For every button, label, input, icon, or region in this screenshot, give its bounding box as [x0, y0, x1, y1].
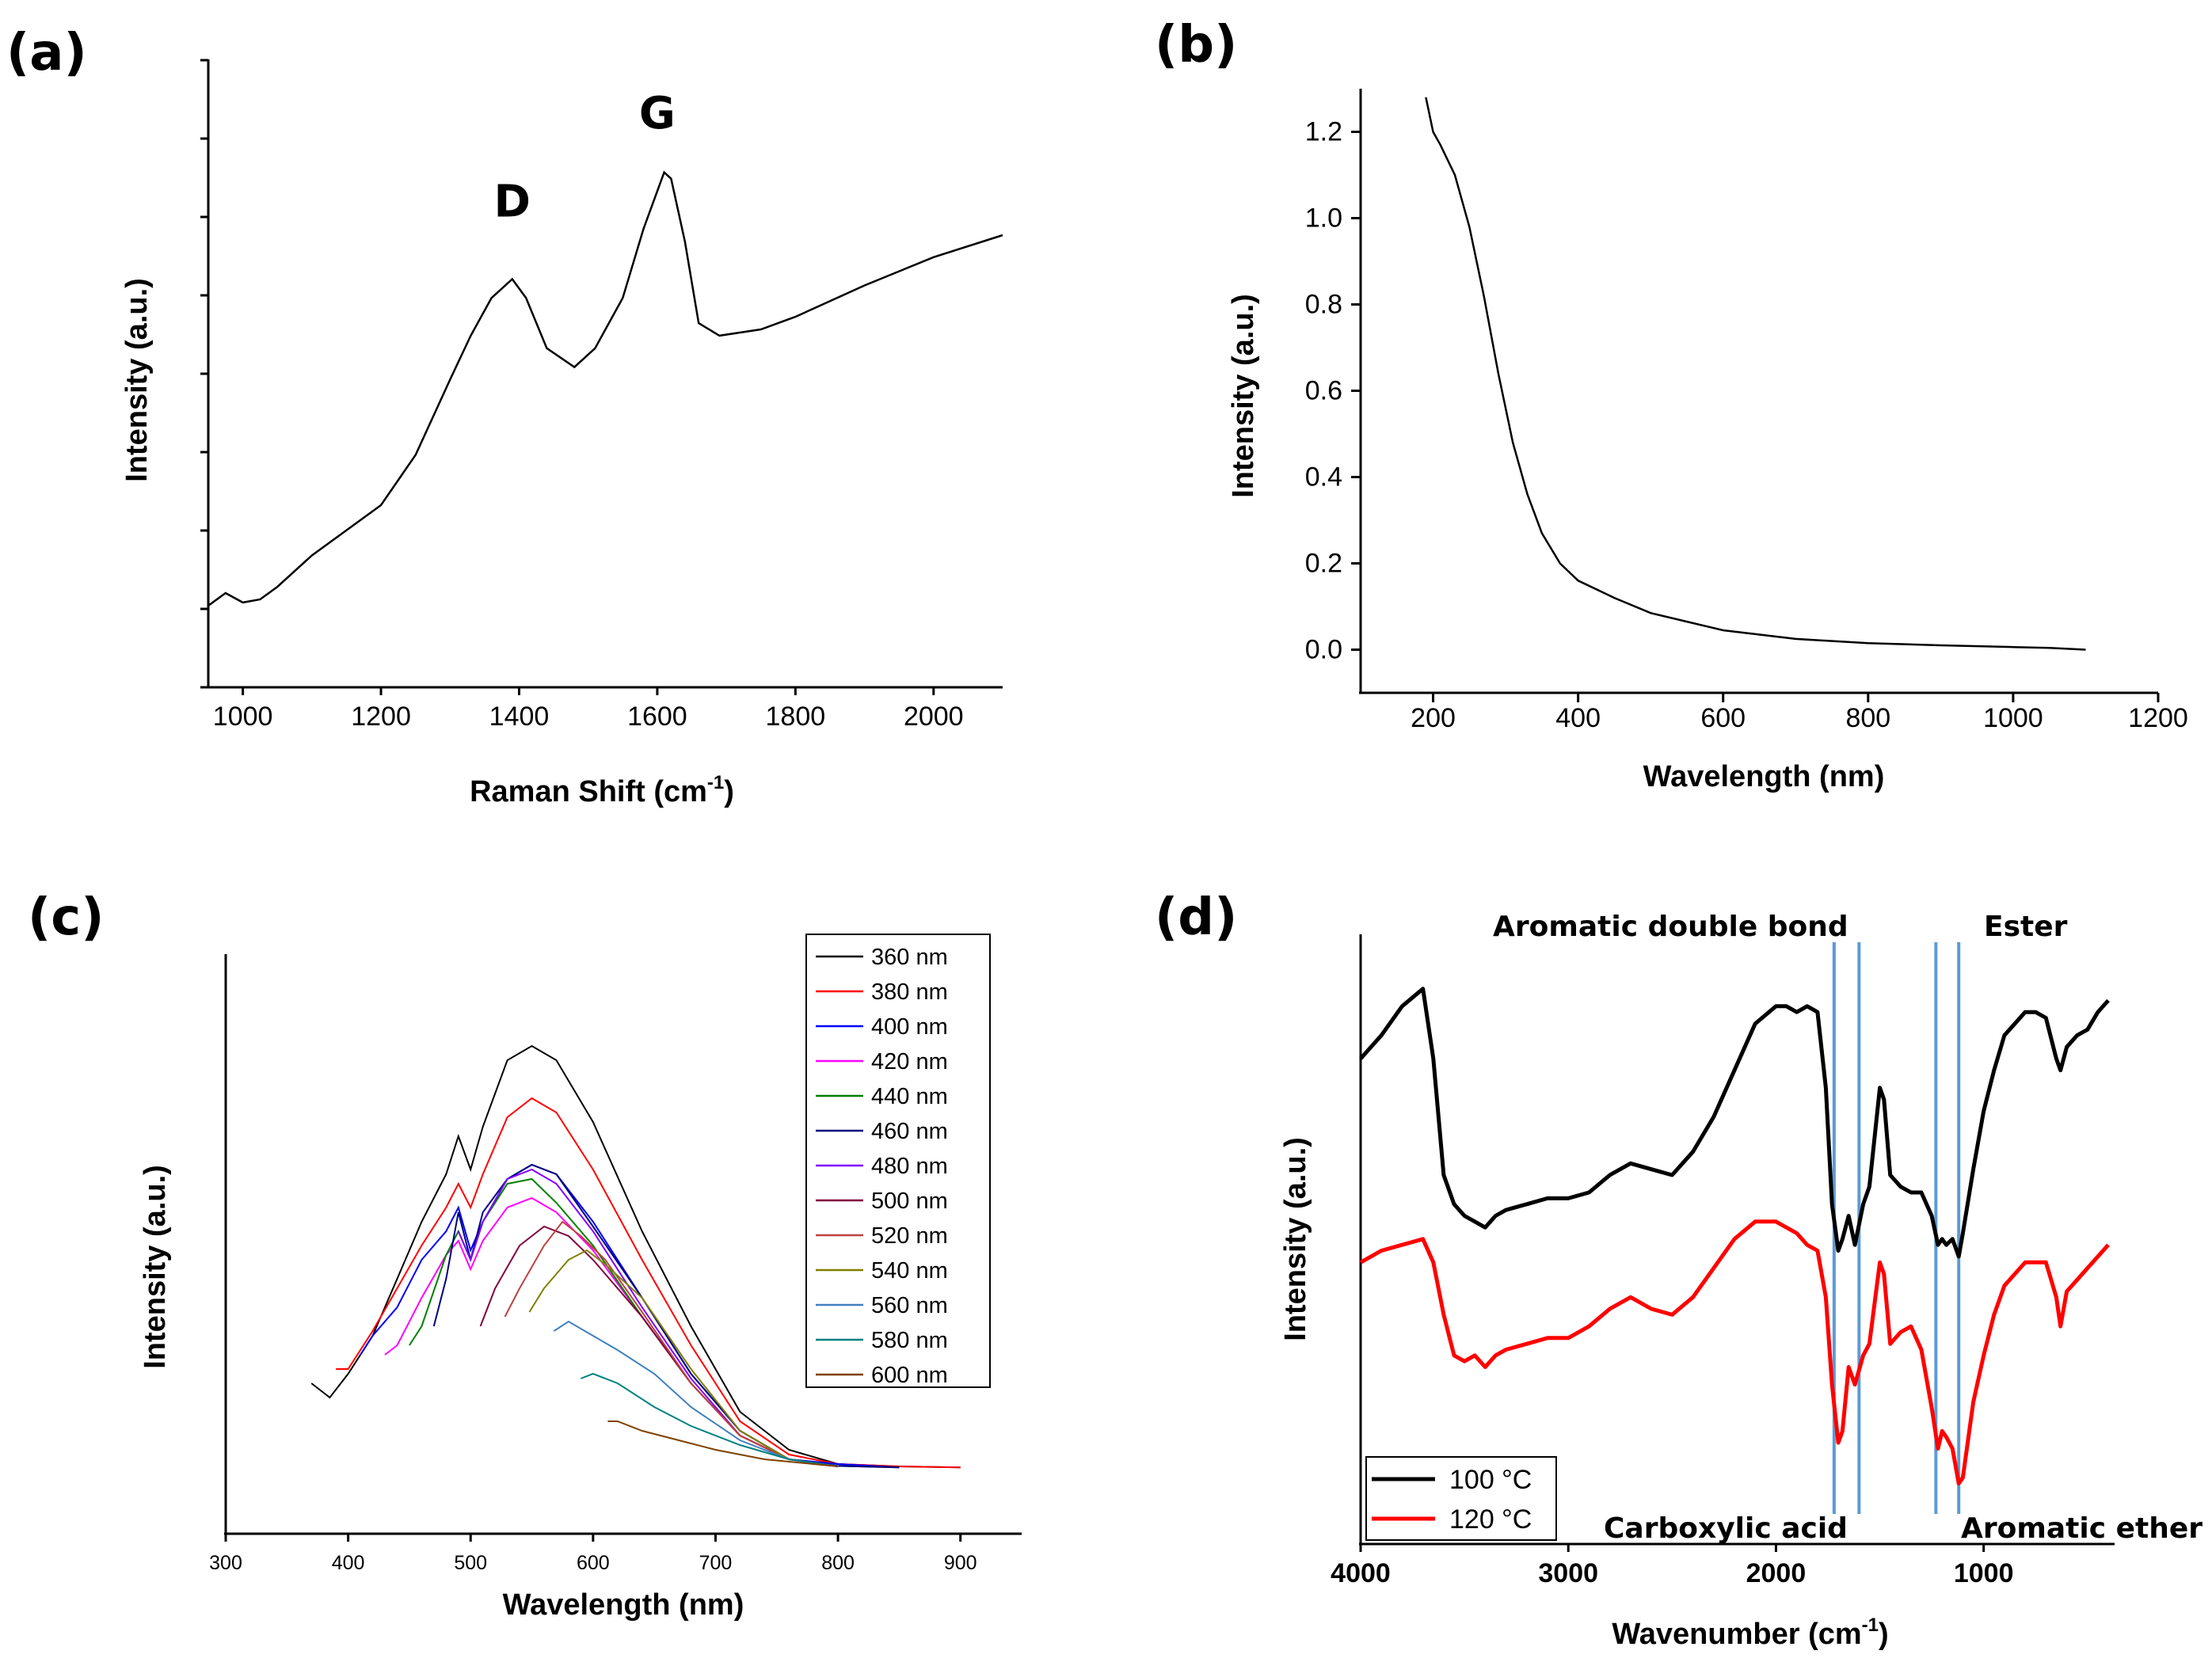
panel-a-x-label: Raman Shift (cm-1) [470, 772, 734, 808]
panel-a-x-tick-label: 1600 [627, 702, 687, 732]
annotation-ester: Ester [1984, 911, 2068, 943]
legend-label: 440 nm [871, 1084, 948, 1109]
panel-a-raman-line [207, 170, 1003, 607]
pl-series-480-nm [457, 1168, 839, 1467]
panel-a-x-tick-label: 1000 [213, 702, 273, 732]
panel-b-x-tick-label: 1000 [1983, 703, 2043, 733]
panel-d-x-ticks: 4000 3000 2000 1000 [1331, 1544, 2013, 1588]
panel-b-absorbance-line [1425, 97, 2086, 651]
panel-b-x-tick-label: 600 [1700, 703, 1746, 733]
panel-b-y-tick-label: 0.6 [1305, 376, 1342, 406]
panel-d-y-label: Intensity (a.u.) [1279, 1137, 1312, 1341]
panel-c-x-tick-label: 600 [577, 1552, 610, 1574]
panel-d-x-tick-label: 2000 [1746, 1558, 1807, 1588]
panel-b-y-tick-label: 0.0 [1305, 635, 1342, 665]
panel-a-label: (a) [6, 24, 87, 82]
panel-c-series-lines [310, 1044, 961, 1469]
panel-b-x-tick-label: 1200 [2128, 703, 2188, 733]
pl-series-600-nm [607, 1420, 839, 1467]
raman-g-peak-label: G [639, 88, 676, 139]
panel-a-x-tick-label: 2000 [904, 702, 964, 732]
panel-b-y-tick-label: 0.8 [1305, 290, 1342, 320]
panel-a-x-tick-label: 1400 [489, 702, 550, 732]
panel-c-legend-box [805, 934, 991, 1388]
panel-d-ftir: (d) 4000 3000 2000 1000 Aromatic double bon… [1155, 888, 2202, 1651]
pl-series-540-nm [528, 1249, 839, 1467]
panel-c-x-tick-label: 400 [332, 1552, 365, 1574]
panel-c-x-tick-label: 700 [699, 1552, 733, 1574]
panel-d-x-tick-label: 3000 [1538, 1558, 1598, 1588]
legend-label: 560 nm [871, 1293, 948, 1318]
legend-label: 520 nm [871, 1223, 948, 1249]
panel-b-x-tick-label: 400 [1555, 703, 1601, 733]
legend-label: 460 nm [871, 1119, 948, 1144]
legend-label: 600 nm [871, 1363, 948, 1388]
raman-d-peak-label: D [494, 176, 531, 227]
legend-label: 100 °C [1449, 1465, 1532, 1495]
panel-a-x-tick-label: 1200 [351, 702, 411, 732]
pl-series-580-nm [581, 1372, 839, 1467]
panel-b-y-tick-label: 0.4 [1305, 462, 1342, 493]
panel-b-x-ticks: 200 400 600 800 1000 1200 [1411, 693, 2188, 733]
panel-b-y-tick-label: 1.0 [1305, 203, 1342, 234]
panel-b-absorbance: (b) 0.0 0.2 0.4 0.6 0.8 1.0 1.2 200 400 600 800 10… [1155, 16, 2188, 793]
panel-c-photoluminescence: (c) 300 400 500 600 700 800 900 Intensity (a.u… [28, 888, 1022, 1622]
panel-d-x-label: Wavenumber (cm-1) [1612, 1614, 1888, 1651]
legend-label: 120 °C [1449, 1504, 1532, 1535]
panel-d-x-tick-label: 1000 [1954, 1558, 2014, 1588]
legend-label: 420 nm [871, 1049, 948, 1074]
panel-c-x-tick-label: 500 [454, 1552, 487, 1574]
panel-c-label: (c) [28, 888, 104, 947]
panel-b-x-tick-label: 200 [1411, 703, 1456, 733]
legend-label: 360 nm [871, 945, 948, 970]
panel-b-y-ticks: 0.0 0.2 0.4 0.6 0.8 1.0 1.2 [1305, 117, 1361, 665]
panel-d-series-lines [1359, 987, 2110, 1485]
panel-c-x-tick-label: 300 [209, 1552, 242, 1574]
annotation-aromatic-double-bond: Aromatic double bond [1493, 911, 1848, 943]
annotation-carboxylic-acid: Carboxylic acid [1604, 1512, 1848, 1545]
panel-c-x-ticks: 300 400 500 600 700 800 900 [209, 1534, 977, 1574]
legend-label: 400 nm [871, 1014, 948, 1040]
panel-b-y-tick-label: 0.2 [1305, 549, 1342, 579]
legend-label: 380 nm [871, 979, 948, 1005]
pl-series-560-nm [553, 1320, 839, 1467]
panel-c-x-label: Wavelength (nm) [503, 1588, 744, 1622]
panel-c-legend: 360 nm 380 nm 400 nm 420 nm 440 nm 460 nm 480 … [805, 934, 991, 1388]
panel-d-legend-box [1365, 1456, 1557, 1541]
pl-series-380-nm [336, 1097, 961, 1469]
panel-d-legend: 100 °C 120 °C [1365, 1456, 1557, 1541]
annotation-aromatic-ether: Aromatic ether [1961, 1512, 2202, 1545]
panel-c-x-tick-label: 800 [821, 1552, 855, 1574]
panel-a-x-ticks: 1000 1200 1400 1600 1800 2000 [213, 687, 964, 732]
legend-label: 500 nm [871, 1189, 948, 1214]
panel-a-y-ticks [200, 59, 208, 689]
panel-a-raman: (a) 1000 1200 1400 1600 1800 2000 D G Intensi… [6, 24, 1003, 808]
panel-b-y-tick-label: 1.2 [1305, 117, 1342, 147]
legend-label: 540 nm [871, 1258, 948, 1284]
legend-label: 480 nm [871, 1154, 948, 1179]
panel-a-y-label: Intensity (a.u.) [120, 278, 154, 482]
panel-c-y-label: Intensity (a.u.) [139, 1165, 172, 1369]
panel-a-x-tick-label: 1800 [766, 702, 826, 732]
ftir-series-line [1359, 1219, 2110, 1485]
ftir-series-line [1359, 987, 2110, 1259]
legend-label: 580 nm [871, 1328, 948, 1353]
panel-d-x-tick-label: 4000 [1331, 1558, 1391, 1588]
panel-b-x-label: Wavelength (nm) [1643, 760, 1885, 793]
panel-b-label: (b) [1155, 16, 1237, 74]
panel-b-x-tick-label: 800 [1845, 703, 1890, 733]
pl-series-520-nm [504, 1220, 839, 1467]
panel-b-y-label: Intensity (a.u.) [1227, 294, 1260, 498]
panel-d-label: (d) [1155, 888, 1237, 947]
panel-c-x-tick-label: 900 [944, 1552, 977, 1574]
